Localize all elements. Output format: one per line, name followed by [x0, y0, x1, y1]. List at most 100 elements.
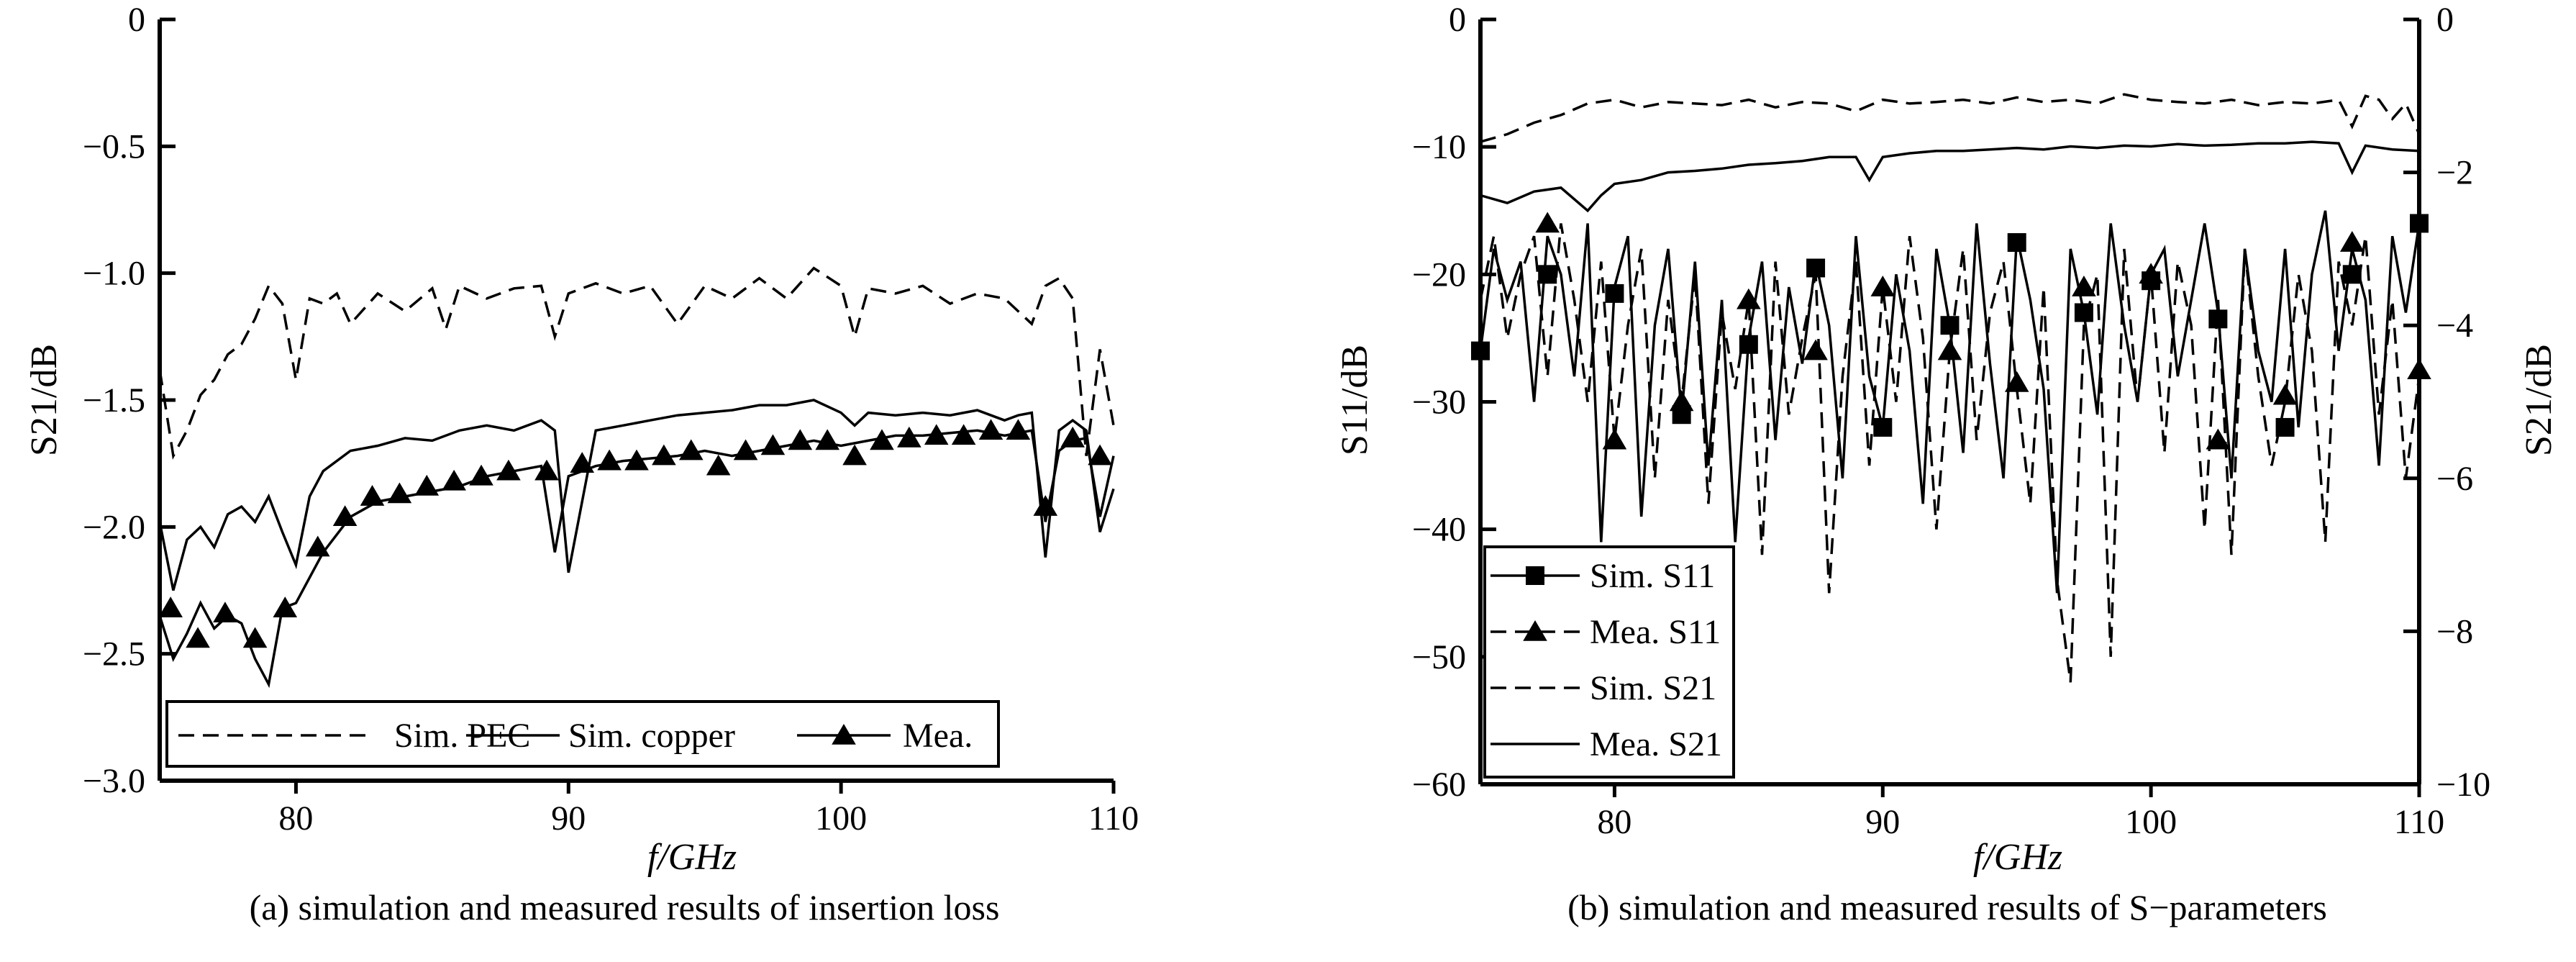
chart-a-marker-mea — [213, 602, 237, 623]
chart-a-marker-mea — [652, 444, 676, 466]
chart-a-y-tick-label: −3.0 — [83, 762, 145, 800]
chart-b-x-tick-label: 100 — [2125, 803, 2177, 841]
chart-b-x-ticks: 80 90 100 110 — [1597, 784, 2444, 841]
chart-a-legend-mea-marker — [832, 724, 856, 745]
chart-a-marker-mea — [360, 485, 385, 506]
chart-a-y-tick-label: −1.5 — [83, 381, 145, 419]
chart-b-marker-mea-s11 — [1737, 288, 1761, 309]
chart-a-marker-mea — [1033, 495, 1058, 516]
chart-b-x-tick-label: 110 — [2394, 803, 2444, 841]
chart-b-legend-sim-s11-marker — [1526, 566, 1544, 585]
chart-a-marker-mea — [760, 434, 786, 455]
chart-b-y-ticks-left: 0 −10 −20 −30 −40 −50 −60 — [1412, 1, 1496, 804]
chart-a-marker-mea — [924, 424, 949, 445]
chart-a-legend-sim-copper-label: Sim. copper — [568, 717, 735, 755]
chart-b: 0 −10 −20 −30 −40 −50 −60 0 −2 −4 −6 −8 −10 80 90 100… — [1334, 1, 2559, 927]
chart-b-y-ticks-right: 0 −2 −4 −6 −8 −10 — [2403, 1, 2490, 804]
chart-a-marker-mea — [242, 627, 268, 648]
chart-b-marker-mea-s11 — [1602, 428, 1627, 450]
chart-a-y-tick-label: −0.5 — [83, 127, 145, 165]
chart-b-marker-sim-s11 — [1940, 316, 1960, 335]
chart-b-marker-sim-s11 — [2342, 265, 2362, 284]
chart-a-y-tick-label: −2.0 — [83, 508, 145, 546]
chart-b-legend-box — [1483, 545, 1735, 779]
chart-a-marker-mea — [273, 596, 298, 617]
chart-a-marker-mea — [570, 452, 595, 473]
chart-a-marker-mea — [1060, 426, 1085, 448]
chart-b-y-right-tick-label: −10 — [2436, 766, 2490, 804]
chart-a-marker-mea — [496, 459, 521, 481]
chart-a-marker-mea — [870, 429, 894, 450]
chart-a-series-sim-copper-line — [158, 399, 1115, 591]
chart-b-y-tick-label: −40 — [1412, 511, 1466, 549]
chart-b-series — [1479, 93, 2421, 683]
chart-b-marker-sim-s11 — [1538, 265, 1557, 284]
chart-a-y-tick-label: −2.5 — [83, 635, 145, 673]
chart-a-y-tick-label: −1.0 — [83, 255, 145, 293]
chart-b-legend-sim-s11-label: Sim. S11 — [1590, 557, 1715, 595]
chart-b-marker-sim-s11 — [2007, 233, 2026, 253]
chart-b-marker-mea-s11 — [2339, 231, 2365, 252]
chart-b-markers — [1471, 212, 2431, 450]
chart-a-series — [158, 266, 1115, 689]
chart-a-legend: Sim. PEC Sim. copper Mea. — [165, 700, 1000, 768]
chart-b-x-label: f/GHz — [1973, 837, 2062, 878]
chart-b-y-tick-label: −50 — [1412, 638, 1466, 676]
chart-a-x-tick-label: 110 — [1088, 799, 1139, 838]
chart-a-y-tick-label: 0 — [128, 1, 145, 39]
chart-b-y-right-tick-label: −6 — [2436, 460, 2473, 498]
chart-b-y-tick-label: −60 — [1412, 766, 1466, 804]
chart-b-y-tick-label: −20 — [1412, 255, 1466, 294]
chart-b-series-mea-s21-line — [1480, 140, 2420, 213]
chart-a-x-label: f/GHz — [647, 837, 737, 878]
chart-a-marker-mea — [305, 535, 330, 557]
chart-b-marker-sim-s11 — [1605, 283, 1624, 303]
chart-a-series-sim-pec-line — [158, 266, 1115, 460]
chart-b-marker-sim-s11 — [1739, 335, 1758, 354]
chart-a-marker-mea — [706, 454, 731, 476]
chart-a-marker-mea — [442, 469, 466, 491]
chart-b-marker-mea-s11 — [1870, 276, 1895, 296]
chart-b-marker-sim-s11 — [2074, 303, 2093, 322]
chart-a-x-tick-label: 100 — [815, 799, 867, 838]
chart-b-legend: Sim. S11 Mea. S11 Sim. S21 Mea. S21 — [1483, 545, 1735, 779]
chart-a-marker-mea — [678, 439, 704, 460]
chart-a-marker-mea — [624, 449, 649, 471]
chart-b-y-tick-label: −10 — [1412, 128, 1466, 166]
chart-a-caption: (a) simulation and measured results of i… — [250, 887, 1000, 927]
chart-b-marker-mea-s11 — [2004, 371, 2029, 392]
chart-b-y-tick-label: −30 — [1412, 384, 1466, 422]
chart-a-legend-mea-label: Mea. — [903, 717, 973, 755]
chart-b-y-right-tick-label: −8 — [2436, 612, 2473, 650]
chart-a-legend-box — [165, 700, 1000, 768]
chart-b-legend-mea-s21-label: Mea. S21 — [1590, 725, 1722, 763]
chart-a-markers — [158, 419, 1112, 648]
chart-a-marker-mea — [387, 482, 412, 504]
chart-b-marker-mea-s11 — [1803, 339, 1828, 360]
chart-b-marker-mea-s11 — [1669, 390, 1694, 412]
chart-b-marker-mea-s11 — [2139, 263, 2163, 284]
chart-b-caption: (b) simulation and measured results of S… — [1567, 887, 2327, 927]
chart-a-x-tick-label: 80 — [278, 799, 313, 838]
chart-b-marker-sim-s11 — [2275, 417, 2295, 437]
chart-b-marker-mea-s11 — [2206, 428, 2231, 450]
chart-a-marker-mea — [597, 449, 622, 471]
chart-b-y-tick-label: 0 — [1449, 1, 1466, 39]
chart-a-marker-mea — [788, 429, 813, 450]
chart-a-marker-mea — [414, 474, 440, 496]
chart-b-x-tick-label: 80 — [1597, 803, 1631, 841]
chart-b-marker-mea-s11 — [1937, 339, 1962, 360]
chart-a-marker-mea — [332, 505, 358, 527]
chart-a-y-ticks: 0 −0.5 −1.0 −1.5 −2.0 −2.5 −3.0 — [83, 1, 176, 800]
chart-b-marker-mea-s11 — [2072, 276, 2096, 296]
chart-a-marker-mea — [1006, 419, 1031, 440]
chart-a-marker-mea — [186, 627, 210, 648]
chart-a-marker-mea — [978, 419, 1003, 440]
chart-b-legend-mea-s11-marker — [1523, 620, 1547, 641]
chart-a-x-tick-label: 90 — [551, 799, 586, 838]
chart-a-marker-mea — [158, 596, 183, 617]
chart-a-marker-mea — [469, 464, 493, 486]
chart-a-y-label: S21/dB — [24, 344, 65, 456]
chart-a: 0 −0.5 −1.0 −1.5 −2.0 −2.5 −3.0 80 90 100 110 f/G… — [24, 1, 1139, 927]
